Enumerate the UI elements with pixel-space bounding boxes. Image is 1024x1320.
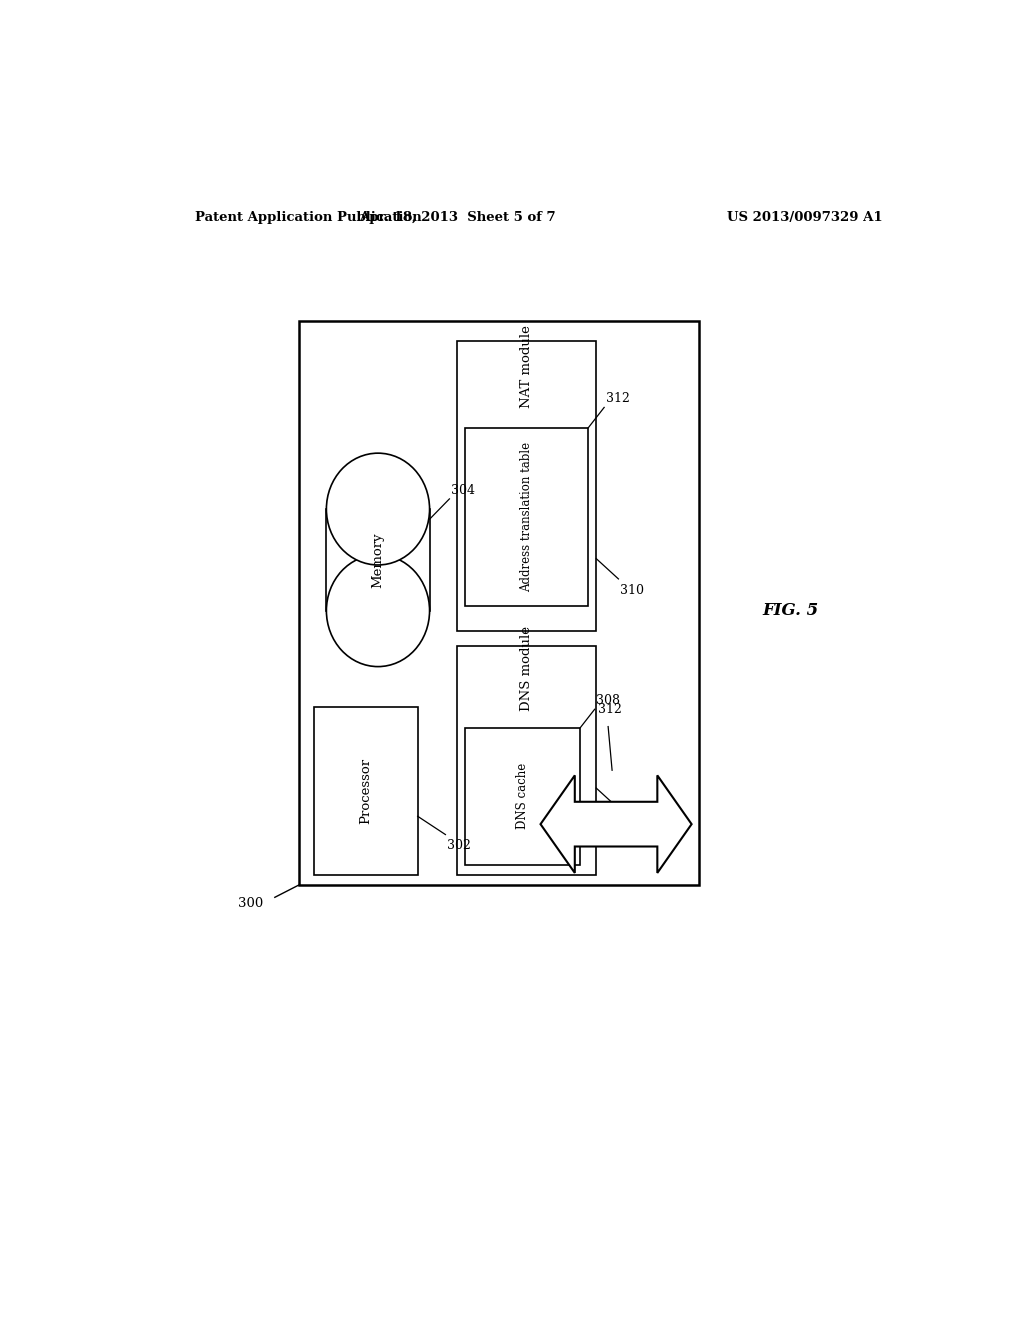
Text: 306: 306 [620,813,644,826]
Bar [458,647,596,875]
Text: FIG. 5: FIG. 5 [763,602,819,619]
Text: 312: 312 [606,392,630,405]
Text: NAT module: NAT module [520,325,534,408]
Text: US 2013/0097329 A1: US 2013/0097329 A1 [727,211,883,224]
Text: 312: 312 [598,704,622,717]
Bar [299,321,699,886]
Text: DNS cache: DNS cache [516,763,529,829]
Text: 304: 304 [451,484,475,496]
Ellipse shape [327,453,430,565]
Ellipse shape [327,554,430,667]
Bar [465,428,588,606]
Text: Apr. 18, 2013  Sheet 5 of 7: Apr. 18, 2013 Sheet 5 of 7 [359,211,556,224]
Bar [314,708,418,875]
Polygon shape [541,775,691,873]
Text: 310: 310 [620,583,644,597]
Text: Memory: Memory [372,532,384,587]
Bar [465,727,581,865]
Text: 302: 302 [447,838,471,851]
Text: Patent Application Publication: Patent Application Publication [196,211,422,224]
Text: Address translation table: Address translation table [520,442,534,591]
Text: 308: 308 [596,694,621,708]
Text: Processor: Processor [359,758,373,824]
Text: DNS module: DNS module [520,626,534,711]
Bar [458,342,596,631]
Text: 300: 300 [238,896,263,909]
